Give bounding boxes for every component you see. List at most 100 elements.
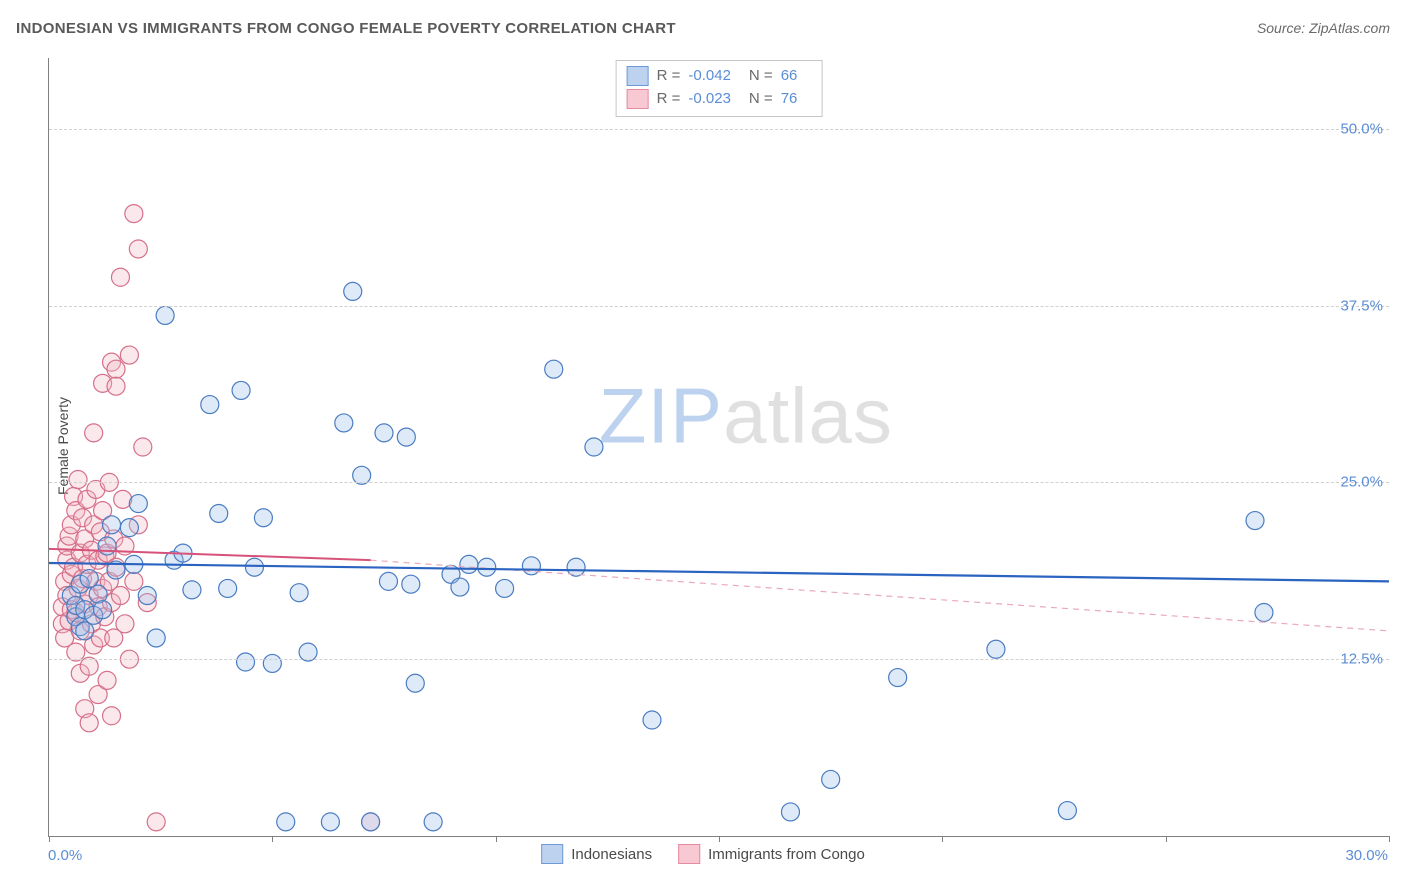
legend-label: Indonesians bbox=[571, 846, 652, 863]
series-swatch bbox=[627, 66, 649, 86]
data-point bbox=[183, 581, 201, 599]
data-point bbox=[201, 396, 219, 414]
data-point bbox=[460, 555, 478, 573]
data-point bbox=[889, 669, 907, 687]
x-tick bbox=[719, 836, 720, 842]
data-point bbox=[451, 578, 469, 596]
legend-label: Immigrants from Congo bbox=[708, 846, 865, 863]
x-tick bbox=[49, 836, 50, 842]
data-point bbox=[496, 579, 514, 597]
data-point bbox=[98, 671, 116, 689]
chart-title: INDONESIAN VS IMMIGRANTS FROM CONGO FEMA… bbox=[16, 20, 676, 37]
data-point bbox=[237, 653, 255, 671]
stats-row: R = -0.023N = 76 bbox=[627, 88, 808, 111]
x-axis-max-label: 30.0% bbox=[1345, 847, 1388, 864]
data-point bbox=[80, 570, 98, 588]
n-value: 76 bbox=[781, 88, 798, 111]
data-point bbox=[245, 558, 263, 576]
stats-row: R = -0.042 N = 66 bbox=[627, 65, 808, 88]
n-label: N = bbox=[749, 88, 773, 111]
data-point bbox=[107, 377, 125, 395]
data-point bbox=[232, 381, 250, 399]
legend-item: Indonesians bbox=[541, 844, 652, 864]
data-point bbox=[129, 240, 147, 258]
legend: Indonesians Immigrants from Congo bbox=[541, 844, 865, 864]
x-tick bbox=[942, 836, 943, 842]
data-point bbox=[1246, 512, 1264, 530]
r-value: -0.042 bbox=[688, 65, 731, 88]
series-swatch bbox=[627, 89, 649, 109]
data-point bbox=[987, 640, 1005, 658]
data-point bbox=[424, 813, 442, 831]
y-tick-label: 25.0% bbox=[1340, 474, 1383, 491]
data-point bbox=[406, 674, 424, 692]
source-label: Source: ZipAtlas.com bbox=[1257, 20, 1390, 36]
data-point bbox=[210, 504, 228, 522]
gridline bbox=[49, 482, 1389, 483]
data-point bbox=[375, 424, 393, 442]
data-point bbox=[116, 615, 134, 633]
data-point bbox=[254, 509, 272, 527]
data-point bbox=[156, 306, 174, 324]
data-point bbox=[362, 813, 380, 831]
chart-area: ZIPatlas R = -0.042N = 66R = -0.023N = 7… bbox=[48, 58, 1389, 837]
data-point bbox=[147, 629, 165, 647]
x-tick bbox=[496, 836, 497, 842]
x-tick bbox=[1389, 836, 1390, 842]
data-point bbox=[107, 360, 125, 378]
legend-swatch bbox=[678, 844, 700, 864]
y-tick-label: 12.5% bbox=[1340, 651, 1383, 668]
data-point bbox=[277, 813, 295, 831]
data-point bbox=[85, 424, 103, 442]
data-point bbox=[94, 601, 112, 619]
legend-swatch bbox=[541, 844, 563, 864]
data-point bbox=[585, 438, 603, 456]
data-point bbox=[545, 360, 563, 378]
r-label: R = bbox=[657, 65, 681, 88]
data-point bbox=[379, 572, 397, 590]
data-point bbox=[69, 471, 87, 489]
data-point bbox=[111, 268, 129, 286]
data-point bbox=[219, 579, 237, 597]
gridline bbox=[49, 306, 1389, 307]
data-point bbox=[643, 711, 661, 729]
data-point bbox=[120, 519, 138, 537]
x-tick bbox=[272, 836, 273, 842]
data-point bbox=[125, 572, 143, 590]
r-label: R = bbox=[657, 88, 681, 111]
data-point bbox=[129, 495, 147, 513]
data-point bbox=[397, 428, 415, 446]
data-point bbox=[290, 584, 308, 602]
x-axis-min-label: 0.0% bbox=[48, 847, 82, 864]
data-point bbox=[263, 654, 281, 672]
gridline bbox=[49, 659, 1389, 660]
y-tick-label: 37.5% bbox=[1340, 297, 1383, 314]
data-point bbox=[111, 587, 129, 605]
data-point bbox=[120, 346, 138, 364]
data-point bbox=[103, 516, 121, 534]
y-tick-label: 50.0% bbox=[1340, 120, 1383, 137]
data-point bbox=[134, 438, 152, 456]
data-point bbox=[103, 707, 121, 725]
data-point bbox=[335, 414, 353, 432]
gridline bbox=[49, 129, 1389, 130]
data-point bbox=[76, 622, 94, 640]
data-point bbox=[402, 575, 420, 593]
data-point bbox=[98, 537, 116, 555]
data-point bbox=[1058, 802, 1076, 820]
data-point bbox=[147, 813, 165, 831]
x-tick bbox=[1166, 836, 1167, 842]
data-point bbox=[125, 205, 143, 223]
n-label: N = bbox=[749, 65, 773, 88]
stats-box: R = -0.042 N = 66R = -0.023N = 76 bbox=[616, 60, 823, 117]
data-point bbox=[80, 714, 98, 732]
scatter-plot bbox=[49, 58, 1389, 836]
data-point bbox=[822, 770, 840, 788]
data-point bbox=[321, 813, 339, 831]
data-point bbox=[138, 587, 156, 605]
legend-item: Immigrants from Congo bbox=[678, 844, 865, 864]
data-point bbox=[781, 803, 799, 821]
n-value: 66 bbox=[781, 65, 798, 88]
data-point bbox=[344, 282, 362, 300]
data-point bbox=[1255, 604, 1273, 622]
